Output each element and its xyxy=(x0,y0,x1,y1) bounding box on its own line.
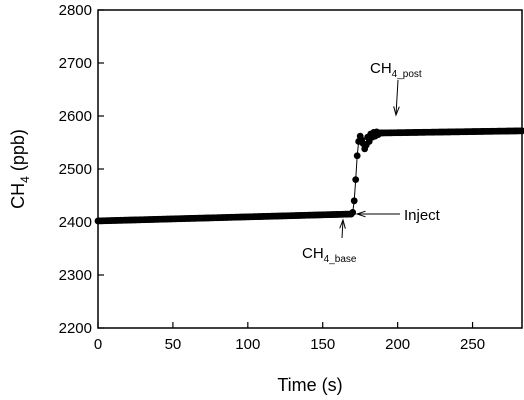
annotation-inject-main: Inject xyxy=(404,207,441,224)
series-line xyxy=(97,130,523,222)
y-tick-label-1: 2300 xyxy=(59,267,92,284)
y-axis-title-main: CH xyxy=(8,183,28,209)
y-tick-label-6: 2800 xyxy=(59,2,92,19)
annotation-inject-arrow-head xyxy=(355,210,366,218)
x-tick-label-2: 100 xyxy=(235,336,260,353)
axes xyxy=(97,9,523,329)
data-point-173 xyxy=(353,152,361,160)
plot-frame xyxy=(97,9,523,329)
ticks: 0 50 100 150 200 250 2200 2300 2400 2500 2600 2700 2… xyxy=(59,2,485,353)
annotation-inject-label: Inject xyxy=(404,207,441,224)
x-tick-label-4: 200 xyxy=(385,336,410,353)
annotation-post-label: CH4_post xyxy=(370,60,422,80)
data-point-172 xyxy=(352,176,360,184)
y-axis-title-unit: (ppb) xyxy=(8,129,28,176)
x-tick-label-1: 50 xyxy=(165,336,182,353)
annotation-base-sub: 4_base xyxy=(324,254,357,265)
annotation-post-arrow-shaft xyxy=(395,79,399,116)
annotation-base-label: CH4_base xyxy=(302,245,357,265)
annotation-post-sub: 4_post xyxy=(392,69,422,80)
data-points xyxy=(94,127,524,225)
annotation-post-arrow-head xyxy=(393,106,400,117)
x-tick-label-5: 250 xyxy=(460,336,485,353)
x-axis-title: Time (s) xyxy=(277,375,342,395)
y-tick-label-0: 2200 xyxy=(59,320,92,337)
data-point-170 xyxy=(349,209,357,216)
y-tick-label-3: 2500 xyxy=(59,161,92,178)
y-tick-label-4: 2600 xyxy=(59,108,92,125)
annotation-base-arrow-shaft xyxy=(341,219,344,239)
y-tick-label-2: 2400 xyxy=(59,214,92,231)
annotation-base-arrow-head xyxy=(339,218,346,229)
annotation-base-main: CH xyxy=(302,245,324,262)
y-tick-label-5: 2700 xyxy=(59,55,92,72)
data-point-171 xyxy=(350,197,358,205)
x-tick-label-0: 0 xyxy=(94,336,102,353)
x-tick-label-3: 150 xyxy=(310,336,335,353)
annotation-post-main: CH xyxy=(370,60,392,77)
y-axis-title-sub: 4 xyxy=(18,176,32,183)
y-axis-title: CH4 (ppb) xyxy=(8,129,32,209)
